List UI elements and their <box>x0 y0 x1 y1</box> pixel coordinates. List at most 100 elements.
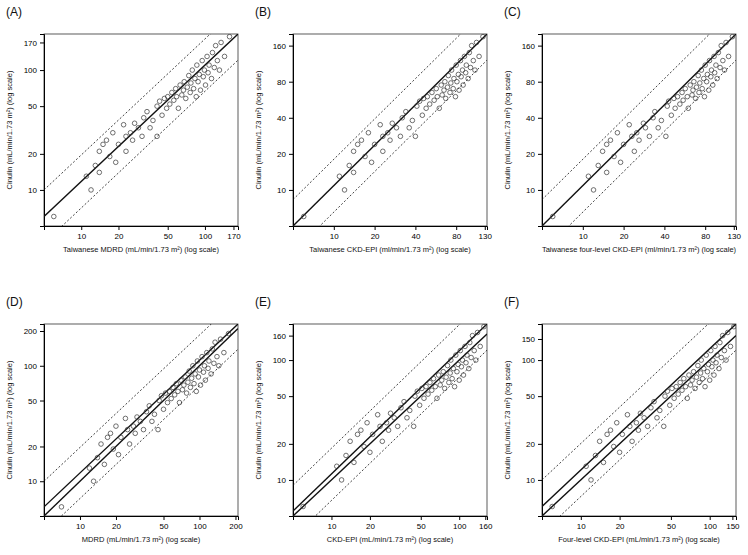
tick: 50 <box>667 516 676 531</box>
point <box>428 380 433 385</box>
tick: 80 <box>701 226 710 241</box>
point <box>435 396 440 401</box>
point <box>665 389 670 394</box>
tick-mark <box>289 46 293 47</box>
tick-mark <box>538 339 542 340</box>
point <box>453 94 458 99</box>
tick-mark <box>235 516 236 520</box>
point <box>462 54 467 59</box>
tick: 150 <box>522 335 542 344</box>
tick-label: 10 <box>77 232 86 241</box>
point <box>155 134 160 139</box>
point <box>128 130 133 135</box>
tick-label: 100 <box>522 356 536 365</box>
tick-label: 20 <box>371 232 380 241</box>
point <box>450 376 455 381</box>
tick-label: 200 <box>24 327 38 336</box>
band-line <box>542 350 736 516</box>
tick-mark <box>538 82 542 83</box>
point <box>464 63 469 68</box>
point <box>608 428 613 433</box>
point <box>628 424 633 429</box>
point <box>467 340 472 345</box>
band-line <box>542 60 736 226</box>
plot-frame <box>542 324 736 516</box>
tick-mark <box>456 226 457 230</box>
point <box>200 354 205 359</box>
point <box>647 134 652 139</box>
point <box>369 160 374 165</box>
point <box>722 348 727 353</box>
point <box>205 54 210 59</box>
tick-label: 50 <box>526 392 535 401</box>
point <box>458 58 463 63</box>
point <box>201 370 206 375</box>
point <box>712 54 717 59</box>
point <box>710 83 715 88</box>
tick: 170 <box>24 39 44 48</box>
point <box>657 408 662 413</box>
point <box>384 420 389 425</box>
x-axis: 102050100200 <box>45 516 244 531</box>
tick-mark <box>620 516 621 520</box>
point <box>424 106 429 111</box>
point <box>673 106 678 111</box>
point <box>135 415 140 420</box>
point <box>140 134 145 139</box>
point <box>707 378 712 383</box>
point <box>680 388 685 393</box>
fit-line <box>293 34 487 226</box>
tick-label: 50 <box>417 522 426 531</box>
point <box>464 360 469 365</box>
point <box>461 373 466 378</box>
tick-mark <box>459 516 460 520</box>
axis-line <box>45 227 239 231</box>
point <box>99 442 104 447</box>
tick: 100 <box>273 356 293 365</box>
point <box>188 385 193 390</box>
plot-frame <box>293 324 487 516</box>
point <box>456 362 461 367</box>
point <box>93 163 98 168</box>
tick: 100 <box>24 362 44 371</box>
point <box>121 122 126 127</box>
point <box>198 383 203 388</box>
point <box>699 358 704 363</box>
point <box>451 86 456 91</box>
point <box>204 350 209 355</box>
point <box>344 453 349 458</box>
point <box>447 380 452 385</box>
point <box>404 109 409 114</box>
point <box>394 125 399 130</box>
x-axis: 10204080130 <box>543 226 742 241</box>
point <box>550 214 555 219</box>
point <box>179 378 184 383</box>
y-axis: 102050100150 <box>522 325 543 517</box>
point <box>457 88 462 93</box>
panel-title: (F) <box>504 295 519 309</box>
x-axis-title: CKD-EPI (mL/min/1.73 m²) (log scale) <box>327 535 454 544</box>
tick: 160 <box>273 42 293 51</box>
tick-label: 130 <box>728 232 742 241</box>
tick-label: 20 <box>526 150 535 159</box>
point <box>704 79 709 84</box>
point <box>699 68 704 73</box>
point <box>471 58 476 63</box>
point <box>605 432 610 437</box>
point <box>637 138 642 143</box>
point <box>597 439 602 444</box>
point <box>452 384 457 389</box>
point <box>614 420 619 425</box>
point <box>132 121 137 126</box>
point <box>649 405 654 410</box>
point <box>111 130 116 135</box>
point <box>472 348 477 353</box>
tick-label: 20 <box>115 232 124 241</box>
point <box>176 106 181 111</box>
point <box>161 407 166 412</box>
tick: 100 <box>704 516 718 531</box>
tick-mark <box>538 444 542 445</box>
point <box>618 160 623 165</box>
point <box>164 106 169 111</box>
tick: 160 <box>479 516 493 531</box>
